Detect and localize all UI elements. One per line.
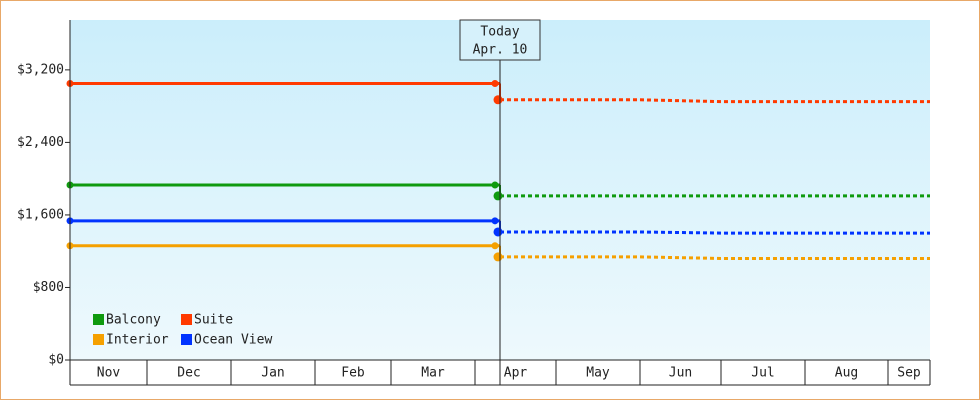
legend-label: Ocean View <box>194 333 272 348</box>
x-tick-label: Sep <box>897 366 921 381</box>
forecast-line <box>500 98 930 104</box>
x-tick-label: Mar <box>421 366 445 381</box>
x-tick-label: Jan <box>261 366 284 381</box>
forecast-line <box>500 255 930 260</box>
y-tick-label: $2,400 <box>17 135 64 150</box>
y-tick-label: $3,200 <box>17 62 64 77</box>
history-end-dot <box>491 181 499 189</box>
forecast-start-dot <box>493 252 503 262</box>
x-tick-label: Dec <box>177 366 200 381</box>
legend-swatch <box>181 334 192 345</box>
today-box <box>459 19 541 61</box>
y-tick-label: $0 <box>48 353 64 368</box>
forecast-start-dot <box>493 227 503 237</box>
x-tick-label: Nov <box>97 366 121 381</box>
x-tick-label: Jul <box>751 366 774 381</box>
legend-swatch <box>93 334 104 345</box>
x-tick-label: Apr <box>504 366 528 381</box>
x-tick-label: Jun <box>669 366 692 381</box>
today-title: Today <box>480 25 519 40</box>
legend-label: Interior <box>106 333 169 348</box>
x-tick-label: Feb <box>341 366 365 381</box>
y-tick-label: $800 <box>33 280 64 295</box>
x-tick-label: May <box>586 366 610 381</box>
today-date: Apr. 10 <box>473 43 528 58</box>
forecast-start-dot <box>493 95 503 105</box>
legend-label: Suite <box>194 313 233 328</box>
x-tick-label: Aug <box>835 366 858 381</box>
legend-swatch <box>93 314 104 325</box>
legend-label: Balcony <box>106 313 161 328</box>
history-end-dot <box>491 217 499 225</box>
history-end-dot <box>491 79 499 87</box>
forecast-start-dot <box>493 191 503 201</box>
legend-swatch <box>181 314 192 325</box>
forecast-line <box>500 230 930 235</box>
history-end-dot <box>491 242 499 250</box>
y-tick-label: $1,600 <box>17 207 64 222</box>
